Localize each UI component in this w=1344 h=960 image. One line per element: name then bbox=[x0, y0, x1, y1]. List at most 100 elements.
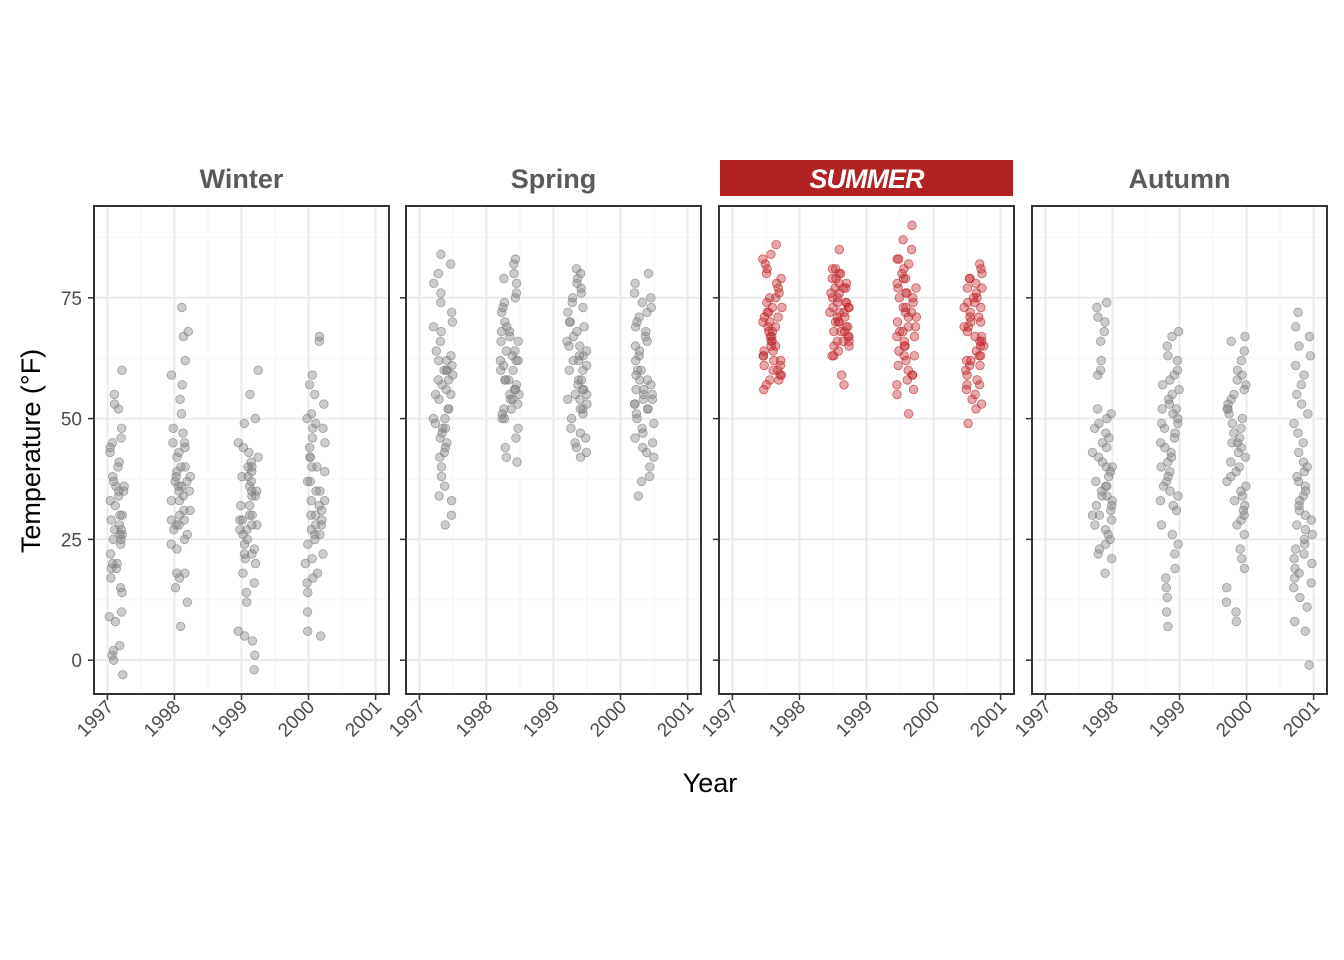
y-tick-label: 75 bbox=[61, 289, 82, 310]
data-point bbox=[563, 394, 573, 405]
data-point bbox=[434, 491, 444, 501]
data-point bbox=[892, 278, 903, 289]
data-point bbox=[1097, 491, 1107, 501]
data-point bbox=[511, 278, 522, 289]
data-point bbox=[574, 351, 585, 361]
data-point bbox=[310, 389, 320, 400]
data-point bbox=[1104, 471, 1114, 482]
data-point bbox=[1237, 370, 1247, 380]
data-point bbox=[1221, 597, 1232, 607]
data-point bbox=[1239, 346, 1250, 356]
data-point bbox=[446, 351, 456, 361]
data-point bbox=[768, 365, 778, 376]
data-point bbox=[646, 293, 656, 303]
data-point bbox=[179, 505, 189, 516]
data-point bbox=[1302, 462, 1312, 472]
data-point bbox=[759, 346, 769, 356]
data-point bbox=[578, 302, 588, 313]
data-point bbox=[1173, 418, 1183, 429]
data-point bbox=[564, 365, 575, 376]
data-point bbox=[1236, 423, 1246, 434]
data-point bbox=[1170, 428, 1180, 438]
data-point bbox=[1231, 607, 1241, 617]
data-point bbox=[320, 438, 330, 448]
data-point bbox=[1288, 583, 1299, 593]
data-point bbox=[643, 404, 653, 414]
data-point bbox=[641, 326, 651, 337]
data-point bbox=[172, 452, 182, 462]
data-point bbox=[246, 467, 257, 477]
data-point bbox=[1300, 486, 1311, 496]
data-point bbox=[247, 510, 257, 520]
data-point bbox=[185, 471, 196, 482]
data-point bbox=[649, 452, 659, 462]
data-point bbox=[508, 365, 518, 376]
data-point bbox=[1294, 500, 1304, 511]
data-point bbox=[174, 481, 184, 491]
data-point bbox=[1160, 442, 1170, 453]
data-point bbox=[836, 326, 846, 337]
data-point bbox=[1298, 491, 1309, 501]
panel-spring: Spring 1997 1998 1999 2000 2001 bbox=[385, 164, 702, 741]
data-point bbox=[1227, 418, 1238, 429]
data-point bbox=[1096, 355, 1106, 366]
y-axis-title: Temperature (°F) bbox=[16, 349, 46, 553]
data-point bbox=[765, 293, 775, 303]
data-point bbox=[767, 302, 778, 313]
data-point bbox=[249, 665, 259, 675]
data-point bbox=[171, 520, 181, 530]
data-point bbox=[434, 355, 444, 366]
data-point bbox=[574, 355, 584, 366]
data-point bbox=[977, 283, 987, 293]
data-point bbox=[977, 268, 987, 279]
data-point bbox=[642, 307, 652, 318]
x-tick-label: 2000 bbox=[274, 697, 319, 742]
data-point bbox=[1156, 520, 1167, 530]
data-point bbox=[1290, 544, 1301, 554]
x-axis-title: Year bbox=[683, 768, 738, 798]
data-point bbox=[429, 278, 439, 289]
data-point bbox=[899, 351, 909, 361]
data-point bbox=[1292, 520, 1302, 530]
data-point bbox=[899, 264, 909, 274]
y-tick-label: 50 bbox=[61, 410, 82, 431]
data-point bbox=[505, 389, 515, 400]
data-point bbox=[759, 360, 769, 371]
data-point bbox=[1174, 384, 1184, 395]
data-point bbox=[636, 365, 646, 376]
data-point bbox=[116, 607, 127, 617]
data-point bbox=[758, 254, 768, 264]
data-point bbox=[443, 404, 454, 414]
data-point bbox=[179, 534, 190, 545]
data-point bbox=[1106, 515, 1117, 525]
data-point bbox=[761, 268, 772, 279]
data-point bbox=[568, 355, 579, 366]
data-point bbox=[964, 273, 975, 284]
data-point bbox=[767, 331, 777, 342]
data-point bbox=[1165, 375, 1175, 385]
data-point bbox=[252, 520, 262, 530]
data-point bbox=[1106, 505, 1116, 516]
data-point bbox=[108, 476, 119, 487]
data-point bbox=[316, 520, 327, 530]
data-point bbox=[909, 331, 920, 342]
data-point bbox=[239, 631, 250, 641]
data-point bbox=[908, 293, 918, 303]
data-point bbox=[108, 655, 119, 665]
data-point bbox=[318, 423, 328, 434]
data-point bbox=[111, 481, 121, 491]
data-point bbox=[1173, 326, 1184, 337]
data-point bbox=[900, 307, 911, 318]
data-point bbox=[235, 525, 245, 535]
panel-autumn: Autumn 1997 1998 1999 2000 2001 bbox=[1011, 164, 1328, 741]
data-point bbox=[962, 283, 973, 293]
data-point bbox=[175, 394, 185, 405]
data-point bbox=[643, 268, 654, 279]
data-point bbox=[1173, 491, 1183, 501]
data-point bbox=[1091, 500, 1102, 511]
data-point bbox=[1170, 549, 1180, 559]
data-point bbox=[1232, 520, 1242, 530]
data-point bbox=[1163, 621, 1173, 632]
data-point bbox=[446, 496, 457, 506]
data-point bbox=[1161, 583, 1172, 593]
